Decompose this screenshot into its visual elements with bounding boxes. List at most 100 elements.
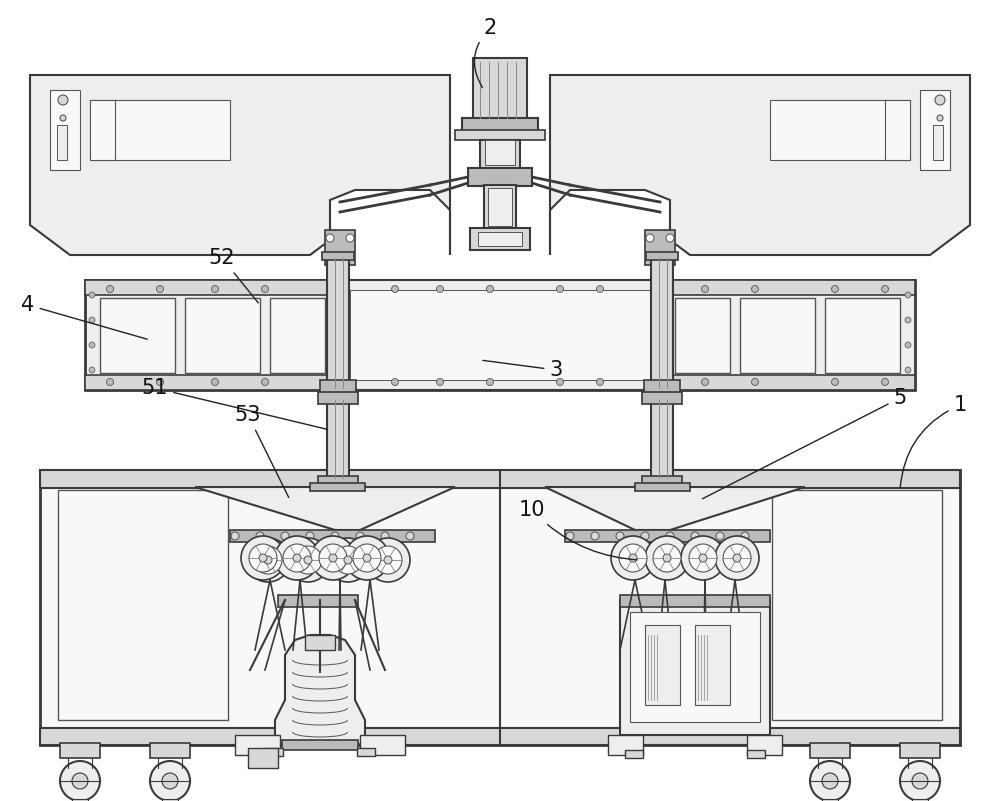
Bar <box>265 748 283 756</box>
Bar <box>484 185 516 230</box>
Text: 52: 52 <box>209 248 258 303</box>
Circle shape <box>281 532 289 540</box>
Circle shape <box>629 554 637 562</box>
Circle shape <box>752 379 759 385</box>
Bar <box>462 118 538 132</box>
Bar <box>485 140 515 165</box>
Polygon shape <box>550 75 970 255</box>
Bar <box>305 635 335 650</box>
Circle shape <box>293 554 301 562</box>
Polygon shape <box>195 487 455 530</box>
Circle shape <box>752 285 759 292</box>
Circle shape <box>334 546 362 574</box>
Circle shape <box>89 367 95 373</box>
Bar <box>455 130 545 140</box>
Circle shape <box>256 532 264 540</box>
Circle shape <box>363 554 371 562</box>
Bar <box>162 799 178 801</box>
Bar <box>642 476 682 488</box>
Circle shape <box>905 342 911 348</box>
Bar <box>72 799 88 801</box>
Circle shape <box>646 234 654 242</box>
Circle shape <box>331 532 339 540</box>
Circle shape <box>231 532 239 540</box>
Circle shape <box>346 234 354 242</box>
Bar <box>646 252 678 260</box>
Circle shape <box>406 532 414 540</box>
Circle shape <box>666 234 674 242</box>
Circle shape <box>283 544 311 572</box>
Circle shape <box>344 556 352 564</box>
Circle shape <box>591 532 599 540</box>
Circle shape <box>156 285 164 292</box>
Bar <box>230 530 435 542</box>
Circle shape <box>681 536 725 580</box>
Polygon shape <box>545 487 805 530</box>
Circle shape <box>249 544 277 572</box>
Bar <box>340 280 660 390</box>
Circle shape <box>486 379 494 385</box>
Circle shape <box>60 761 100 801</box>
Circle shape <box>294 546 322 574</box>
Bar <box>642 392 682 404</box>
Circle shape <box>212 285 218 292</box>
Bar <box>770 100 910 160</box>
Circle shape <box>162 773 178 789</box>
Bar <box>885 100 910 160</box>
Bar <box>50 90 80 170</box>
Circle shape <box>353 544 381 572</box>
Text: 51: 51 <box>142 378 327 429</box>
Bar <box>58 490 228 720</box>
Bar <box>651 395 673 480</box>
Bar <box>473 58 527 120</box>
Circle shape <box>566 532 574 540</box>
Circle shape <box>937 115 943 121</box>
Circle shape <box>286 538 330 582</box>
Circle shape <box>304 556 312 564</box>
Circle shape <box>60 115 66 121</box>
Circle shape <box>556 379 564 385</box>
Circle shape <box>436 379 444 385</box>
Bar <box>772 490 942 720</box>
Bar <box>900 743 940 758</box>
Circle shape <box>366 538 410 582</box>
Circle shape <box>319 544 347 572</box>
Bar <box>620 595 770 607</box>
Circle shape <box>241 536 285 580</box>
Polygon shape <box>275 635 365 748</box>
Bar <box>318 392 358 404</box>
Bar <box>468 168 532 186</box>
Circle shape <box>616 532 624 540</box>
Circle shape <box>596 285 604 292</box>
Circle shape <box>156 379 164 385</box>
Bar <box>150 743 190 758</box>
Circle shape <box>716 532 724 540</box>
Bar <box>630 612 760 722</box>
Circle shape <box>702 285 708 292</box>
Circle shape <box>699 554 707 562</box>
Circle shape <box>641 532 649 540</box>
Bar <box>90 100 230 160</box>
Bar <box>695 625 730 705</box>
Circle shape <box>882 379 889 385</box>
Circle shape <box>306 532 314 540</box>
Circle shape <box>596 379 604 385</box>
Bar <box>90 100 115 160</box>
Text: 53: 53 <box>235 405 289 497</box>
Circle shape <box>259 554 267 562</box>
Polygon shape <box>30 75 450 255</box>
Bar <box>57 125 67 160</box>
Circle shape <box>619 544 647 572</box>
Circle shape <box>556 285 564 292</box>
Circle shape <box>691 532 699 540</box>
Bar <box>85 280 915 295</box>
Bar <box>278 595 358 607</box>
Bar <box>270 298 325 373</box>
Text: 1: 1 <box>900 395 967 487</box>
Bar <box>100 298 175 373</box>
Bar <box>675 298 730 373</box>
Bar <box>747 750 765 758</box>
Circle shape <box>374 546 402 574</box>
Bar <box>282 740 358 750</box>
Bar <box>920 90 950 170</box>
